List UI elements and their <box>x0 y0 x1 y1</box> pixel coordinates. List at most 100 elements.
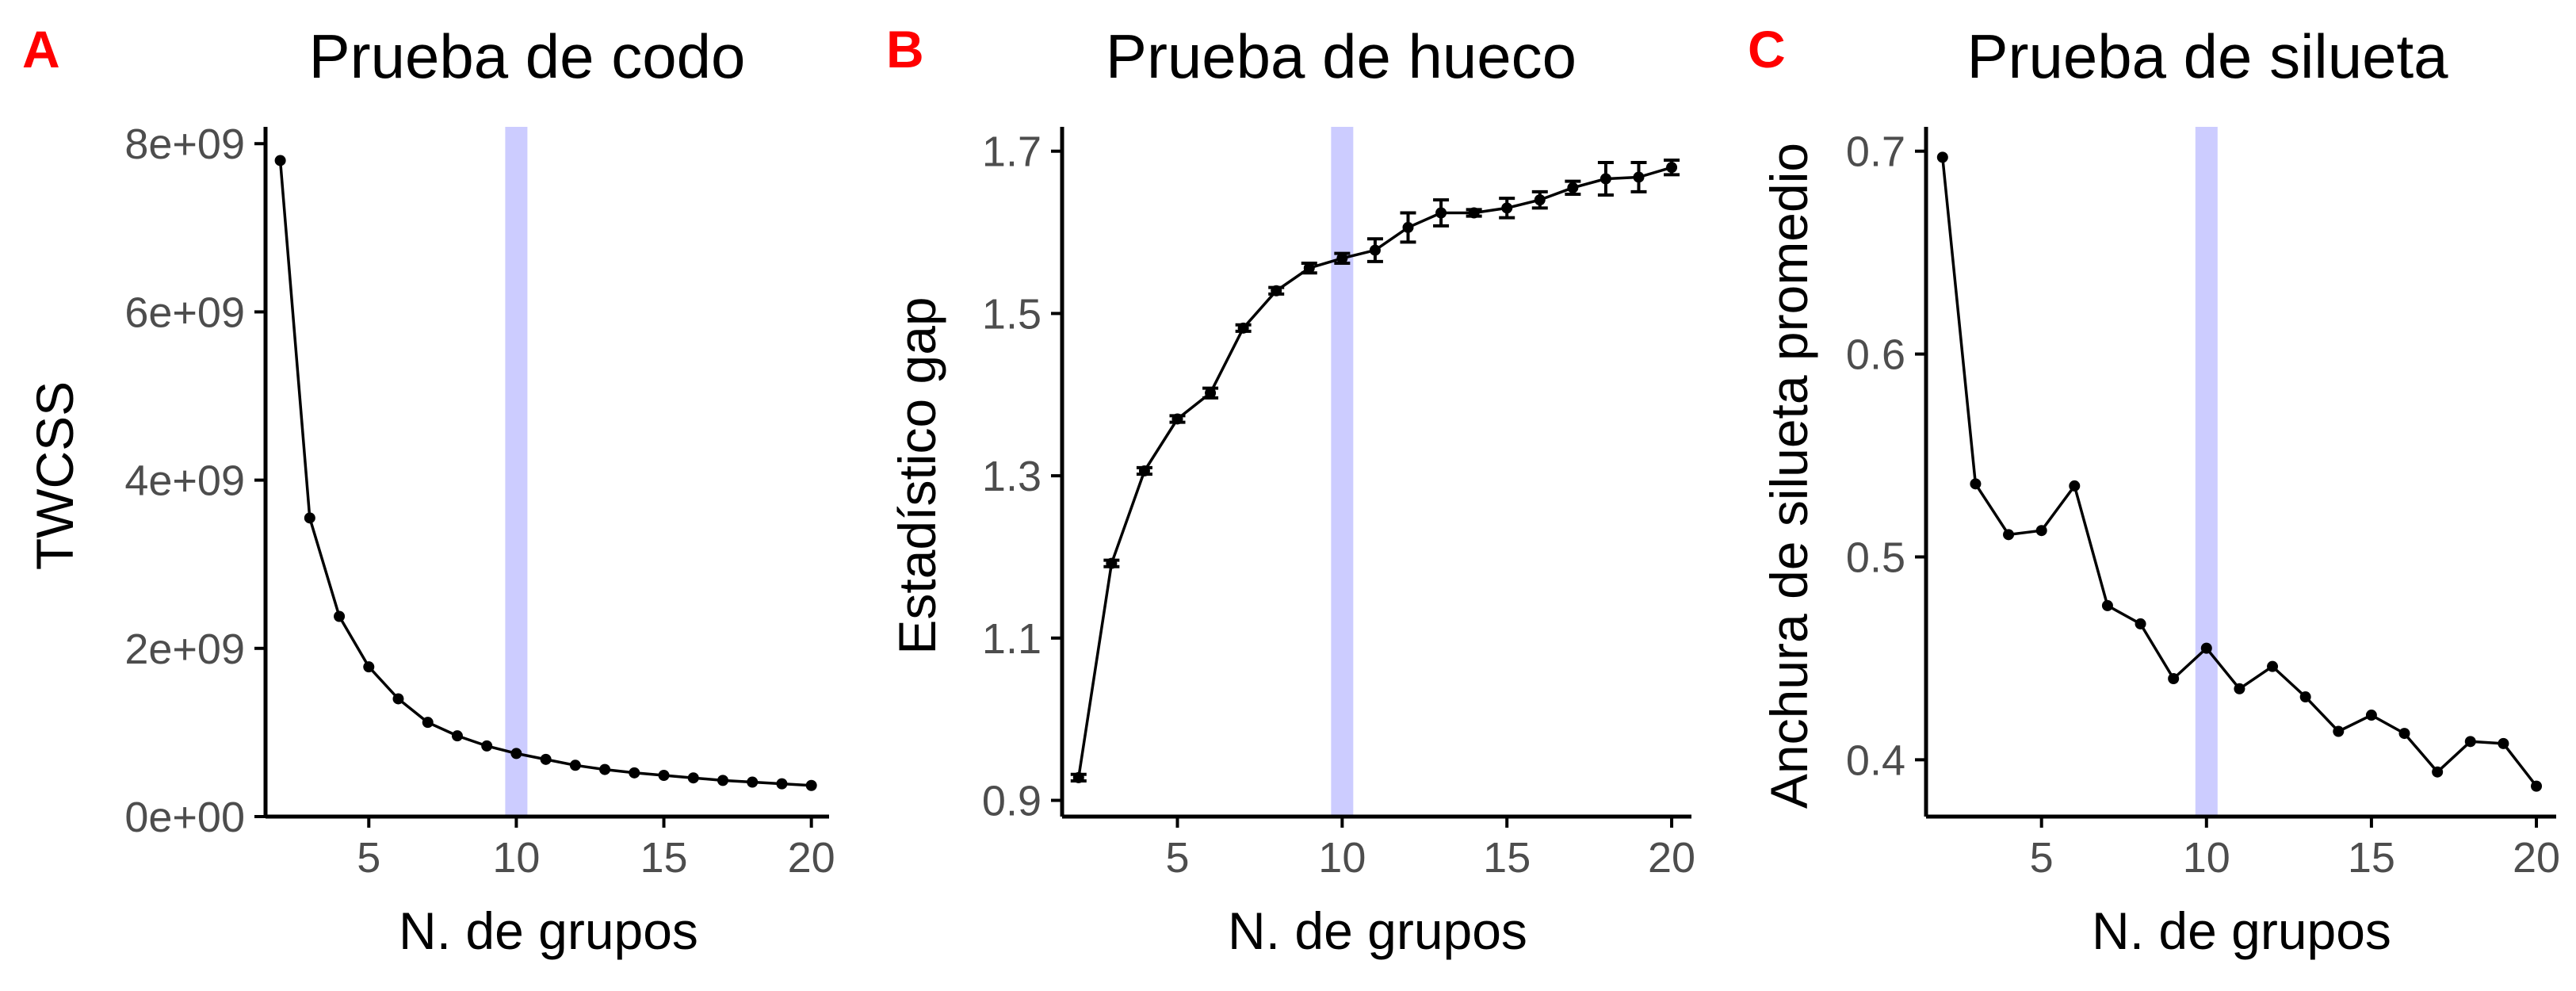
data-point-a <box>629 767 640 779</box>
data-point-b <box>1271 285 1282 297</box>
data-point-b <box>1171 413 1183 425</box>
data-point-a <box>363 661 375 673</box>
data-point-a <box>422 717 434 729</box>
data-point-c <box>2135 618 2146 629</box>
data-point-b <box>1237 322 1249 334</box>
data-point-c <box>2101 599 2113 611</box>
y-tick-label-c: 0.7 <box>1846 128 1905 176</box>
data-point-b <box>1072 771 1084 783</box>
x-tick-label-b: 10 <box>1318 834 1366 882</box>
data-point-c <box>2035 525 2047 537</box>
data-point-b <box>1633 171 1645 183</box>
x-axis-label-b: N. de grupos <box>1228 901 1527 960</box>
data-point-c <box>2200 642 2212 654</box>
highlight-band-c <box>2195 127 2218 817</box>
highlight-band-a <box>505 127 528 817</box>
data-point-b <box>1468 207 1480 219</box>
data-point-b <box>1303 262 1315 274</box>
panel-title-a: Prueba de codo <box>309 21 746 91</box>
data-point-a <box>334 610 346 622</box>
plot-area-c: 5 10 15 20 0.4 0.5 0.6 0.7 <box>1846 127 2560 882</box>
x-tick-label-b: 20 <box>1648 834 1695 882</box>
data-point-b <box>1369 244 1381 256</box>
data-point-a <box>540 753 552 765</box>
x-axis-label-c: N. de grupos <box>2092 901 2391 960</box>
data-point-b <box>1138 465 1150 476</box>
data-point-c <box>2464 736 2476 748</box>
panel-a: A Prueba de codo 5 10 15 20 0e+00 2e+09 4e+09 6… <box>22 20 835 960</box>
data-point-c <box>1936 151 1948 163</box>
y-tick-label-b: 1.7 <box>982 128 1041 176</box>
data-point-c <box>2398 728 2410 740</box>
data-point-b <box>1599 173 1611 185</box>
y-tick-label-c: 0.4 <box>1846 737 1905 784</box>
panel-letter-a: A <box>22 20 60 78</box>
y-axis-label-b: Estadístico gap <box>888 297 946 654</box>
x-tick-label-c: 10 <box>2183 834 2230 882</box>
data-point-b <box>1336 252 1348 264</box>
data-point-c <box>2234 683 2245 694</box>
y-tick-label-b: 1.1 <box>982 615 1041 663</box>
x-tick-label-c: 15 <box>2348 834 2395 882</box>
y-tick-label-a: 2e+09 <box>124 626 245 673</box>
panel-title-c: Prueba de silueta <box>1966 21 2448 91</box>
data-point-a <box>747 776 759 788</box>
y-tick-label-a: 8e+09 <box>124 121 245 168</box>
x-tick-label-a: 10 <box>492 834 540 882</box>
data-point-b <box>1402 221 1414 233</box>
x-axis-label-a: N. de grupos <box>399 901 698 960</box>
y-tick-label-c: 0.6 <box>1846 331 1905 379</box>
data-point-c <box>1970 478 1982 490</box>
y-axis-label-a: TWCSS <box>25 381 84 570</box>
panel-title-b: Prueba de hueco <box>1106 21 1577 91</box>
data-point-a <box>569 760 581 771</box>
highlight-band-b <box>1331 127 1354 817</box>
y-tick-label-b: 0.9 <box>982 778 1041 825</box>
y-tick-label-b: 1.5 <box>982 290 1041 338</box>
y-tick-label-a: 4e+09 <box>124 457 245 505</box>
y-axis-label-c: Anchura de silueta promedio <box>1760 143 1818 809</box>
plot-area-b: 5 10 15 20 0.9 1.1 1.3 1.5 1.7 <box>982 127 1695 882</box>
data-point-a <box>805 779 817 791</box>
series-line-a <box>278 160 812 787</box>
data-point-a <box>304 512 315 524</box>
x-tick-label-b: 15 <box>1483 834 1531 882</box>
x-tick-label-a: 20 <box>788 834 835 882</box>
data-point-a <box>658 770 670 782</box>
x-tick-label-a: 15 <box>640 834 688 882</box>
data-point-a <box>599 763 611 775</box>
y-tick-label-c: 0.5 <box>1846 534 1905 581</box>
data-point-b <box>1666 162 1678 174</box>
data-point-c <box>2069 480 2081 492</box>
data-point-a <box>392 693 404 705</box>
y-tick-label-a: 0e+00 <box>124 794 245 841</box>
y-tick-label-a: 6e+09 <box>124 289 245 336</box>
data-point-c <box>2333 725 2345 737</box>
data-point-a <box>776 778 788 790</box>
data-point-c <box>2267 660 2279 672</box>
x-tick-label-b: 5 <box>1165 834 1189 882</box>
data-point-a <box>717 775 728 786</box>
data-point-c <box>2531 780 2543 792</box>
data-point-c <box>2498 737 2509 749</box>
panel-letter-b: B <box>886 20 924 78</box>
data-point-c <box>2168 673 2180 684</box>
data-point-b <box>1205 387 1217 399</box>
data-point-c <box>2003 529 2015 541</box>
x-tick-label-c: 5 <box>2030 834 2054 882</box>
data-point-b <box>1501 202 1513 214</box>
data-point-b <box>1567 182 1579 193</box>
data-point-c <box>2432 766 2444 778</box>
x-tick-label-c: 20 <box>2513 834 2560 882</box>
data-point-b <box>1435 207 1447 219</box>
data-point-c <box>2299 691 2311 703</box>
panel-c: C Prueba de silueta 5 10 15 200.40.50.60.7 … <box>1748 20 2560 960</box>
data-point-a <box>481 740 493 752</box>
plot-area-a: 5 10 15 20 0e+00 2e+09 4e+09 6e+09 8e+09 <box>124 121 835 882</box>
y-tick-label-b: 1.3 <box>982 453 1041 500</box>
x-tick-label-a: 5 <box>357 834 380 882</box>
panel-b: B Prueba de hueco 5 10 15 20 0.9 1.1 1.3 1.5 1.7… <box>886 20 1695 960</box>
data-point-a <box>510 748 522 760</box>
data-point-c <box>2365 710 2377 721</box>
